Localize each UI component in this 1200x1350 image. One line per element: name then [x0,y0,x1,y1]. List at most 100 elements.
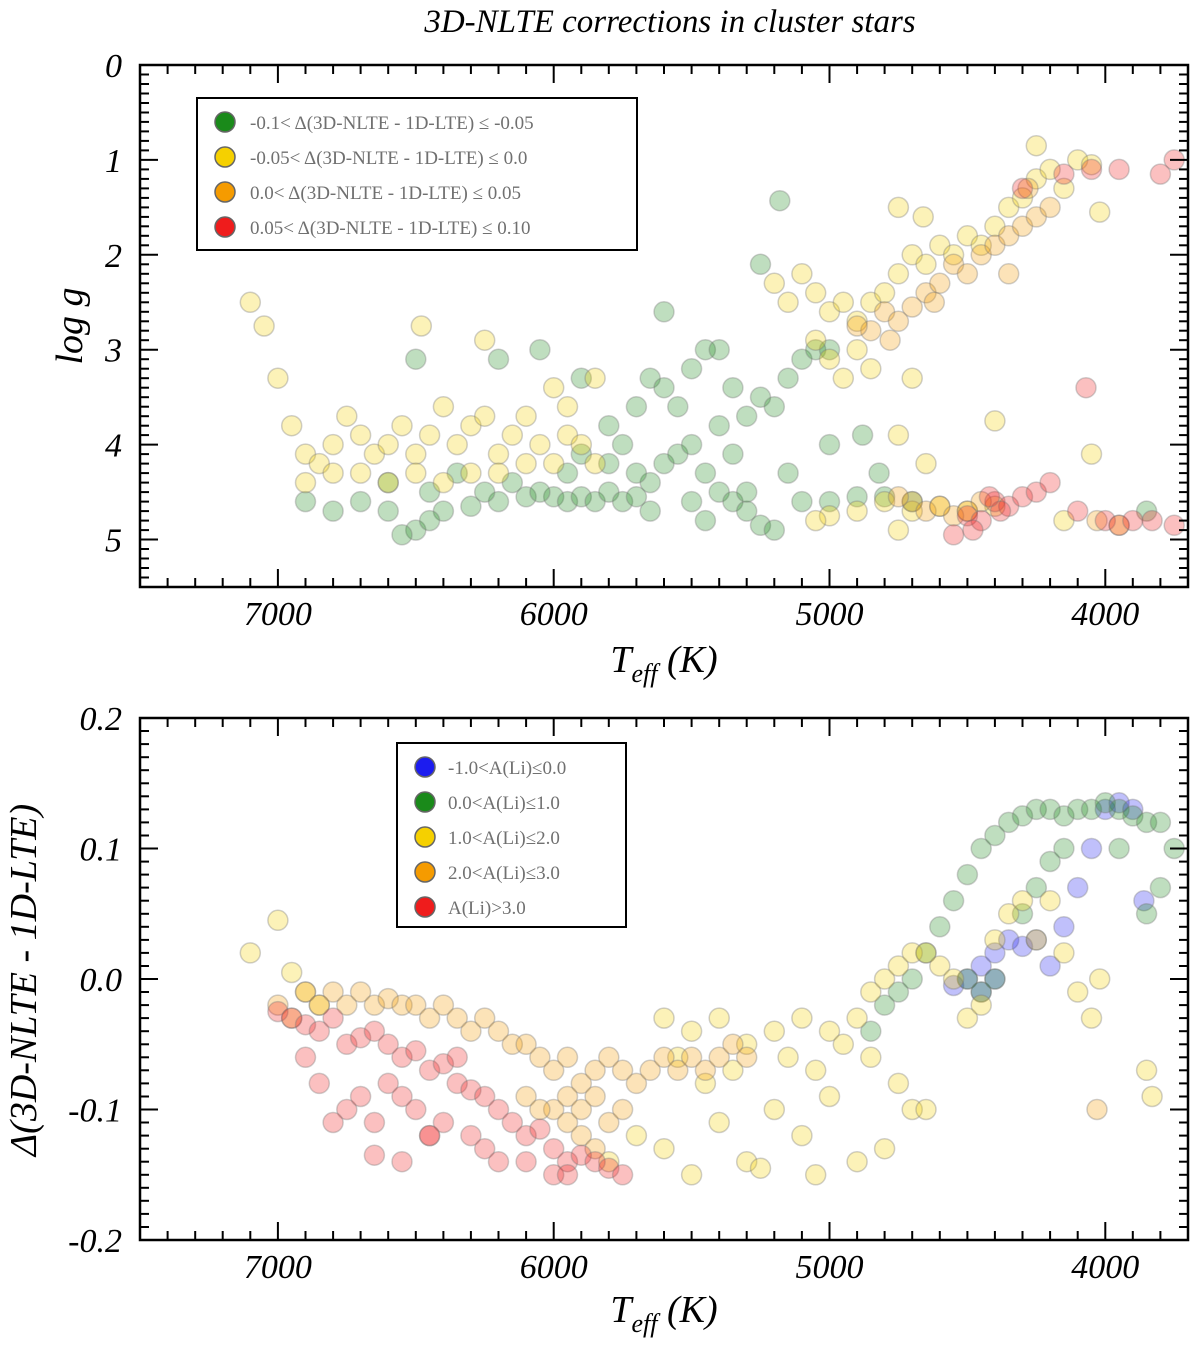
data-point-top-s1-72 [929,495,951,518]
data-point-top-s1-46 [915,253,937,276]
data-point-bottom-s0-11 [1094,798,1117,821]
data-point-top-s0-46 [418,481,441,503]
data-point-bottom-s3-7 [363,994,386,1016]
data-point-bottom-s4-27 [336,1098,358,1121]
data-point-bottom-s1-18 [1108,798,1130,821]
data-point-top-s3-0 [956,505,979,527]
data-point-top-s2-2 [901,296,923,318]
x-tick-label-bottom-1: 6000 [520,1249,588,1286]
bottom-x-axis-label-t: T [610,1289,634,1331]
data-point-top-s1-51 [984,215,1006,238]
data-point-top-s1-47 [929,234,951,257]
data-point-bottom-s2-47 [653,1137,675,1160]
data-point-bottom-s1-2 [887,981,910,1003]
data-point-bottom-s4-15 [473,1085,496,1108]
data-point-bottom-s2-35 [680,1164,703,1186]
data-point-bottom-s2-9 [763,1020,786,1042]
data-point-top-s1-31 [432,471,455,494]
data-point-bottom-s3-44 [570,1098,593,1121]
data-point-bottom-s3-0 [267,994,289,1016]
data-point-top-s2-22 [846,315,868,337]
data-point-top-s1-86 [584,367,606,389]
data-point-bottom-s0-15 [970,981,992,1003]
data-point-top-s3-16 [1075,376,1097,399]
data-point-top-s1-12 [405,443,427,465]
data-point-top-s2-9 [997,225,1020,247]
data-point-bottom-s0-9 [1066,876,1089,899]
data-point-bottom-s3-9 [391,994,413,1016]
data-point-top-s3-13 [1108,158,1130,181]
data-point-top-s1-88 [804,509,827,532]
data-point-top-s1-40 [832,291,855,314]
data-point-top-s1-52 [997,196,1020,219]
data-point-bottom-s1-13 [1039,798,1061,821]
data-point-bottom-s3-38 [584,1137,606,1160]
data-point-bottom-s2-44 [708,1111,730,1134]
legend-label-bottom-1: 0.0<A(Li)≤1.0 [448,793,560,814]
data-point-bottom-s3-26 [625,1072,648,1095]
data-point-bottom-s2-18 [915,942,937,964]
data-point-bottom-s0-5 [1011,935,1034,958]
data-point-bottom-s1-3 [901,968,923,990]
data-point-top-s1-0 [239,291,262,314]
data-point-top-s0-41 [818,338,841,361]
data-point-bottom-s0-8 [1053,916,1075,938]
data-point-top-s0-51 [556,462,579,484]
figure-title: 3D-NLTE corrections in cluster stars [423,4,915,40]
data-point-top-s1-22 [542,452,565,475]
y-tick-label-bottom-2: 0.0 [80,962,123,999]
data-point-bottom-s4-26 [308,1072,331,1095]
data-point-bottom-s3-35 [542,1098,565,1121]
data-point-top-s1-58 [1080,153,1103,176]
data-point-top-s1-43 [873,282,896,304]
data-point-bottom-s1-21 [1149,811,1172,834]
legend-label-bottom-0: -1.0<A(Li)≤0.0 [448,758,566,779]
data-point-top-s0-53 [598,452,620,475]
data-point-bottom-s4-18 [515,1124,537,1147]
data-point-top-s3-7 [989,500,1012,522]
data-point-bottom-s2-33 [1141,1085,1163,1108]
data-point-bottom-s4-2 [294,1013,317,1036]
data-point-top-s3-12 [1080,158,1103,181]
data-point-bottom-s2-28 [1053,942,1075,964]
data-point-top-s2-26 [1086,509,1108,532]
data-point-top-s1-70 [873,490,896,513]
top-axis-ticks: 7000 6000 5000 4000 0 1 2 3 4 5 [104,48,1189,633]
data-point-bottom-s3-43 [556,1085,579,1108]
y-tick-label-top-3: 3 [104,333,122,370]
x-tick-label-bottom-0: 7000 [244,1249,312,1286]
data-point-top-s0-49 [501,471,524,494]
data-point-top-s1-14 [432,395,455,418]
data-point-bottom-s4-7 [363,1020,386,1042]
data-point-top-s0-38 [777,367,799,389]
data-point-bottom-s0-6 [1025,929,1048,951]
data-point-bottom-s4-25 [611,1164,634,1186]
data-point-top-s0-29 [653,376,675,399]
data-point-top-s0-56 [680,490,703,513]
data-point-top-s1-36 [473,329,496,351]
data-point-bottom-s2-46 [598,1150,620,1173]
data-point-top-s2-10 [1011,215,1034,238]
legend-marker-bottom-0 [414,756,436,778]
data-point-top-s0-1 [349,490,372,513]
data-point-bottom-s0-7 [1039,955,1061,977]
data-point-bottom-s4-17 [501,1111,524,1134]
data-point-top-s1-65 [887,196,910,219]
y-tick-label-bottom-4: 0.2 [80,701,123,738]
y-tick-label-bottom-1: -0.1 [68,1093,122,1130]
data-point-bottom-s1-1 [873,994,896,1016]
data-point-top-s1-5 [308,452,331,475]
data-point-bottom-s2-20 [942,968,965,990]
y-tick-label-top-2: 2 [105,238,122,275]
data-point-top-s2-17 [942,505,965,527]
data-point-top-s0-66 [405,348,427,370]
data-point-top-s1-64 [860,357,882,380]
data-point-bottom-s3-45 [584,1085,606,1108]
data-point-bottom-s2-39 [804,1164,827,1186]
data-point-top-s0-47 [446,462,468,484]
legend-marker-top-2 [214,181,236,203]
data-point-bottom-s4-32 [405,1098,427,1121]
data-point-top-s0-45 [377,471,399,494]
data-point-bottom-s4-9 [391,1046,413,1069]
bottom-axis-ticks: 7000 6000 5000 4000 -0.2 -0.1 0.0 0.1 0.2 [68,701,1189,1286]
